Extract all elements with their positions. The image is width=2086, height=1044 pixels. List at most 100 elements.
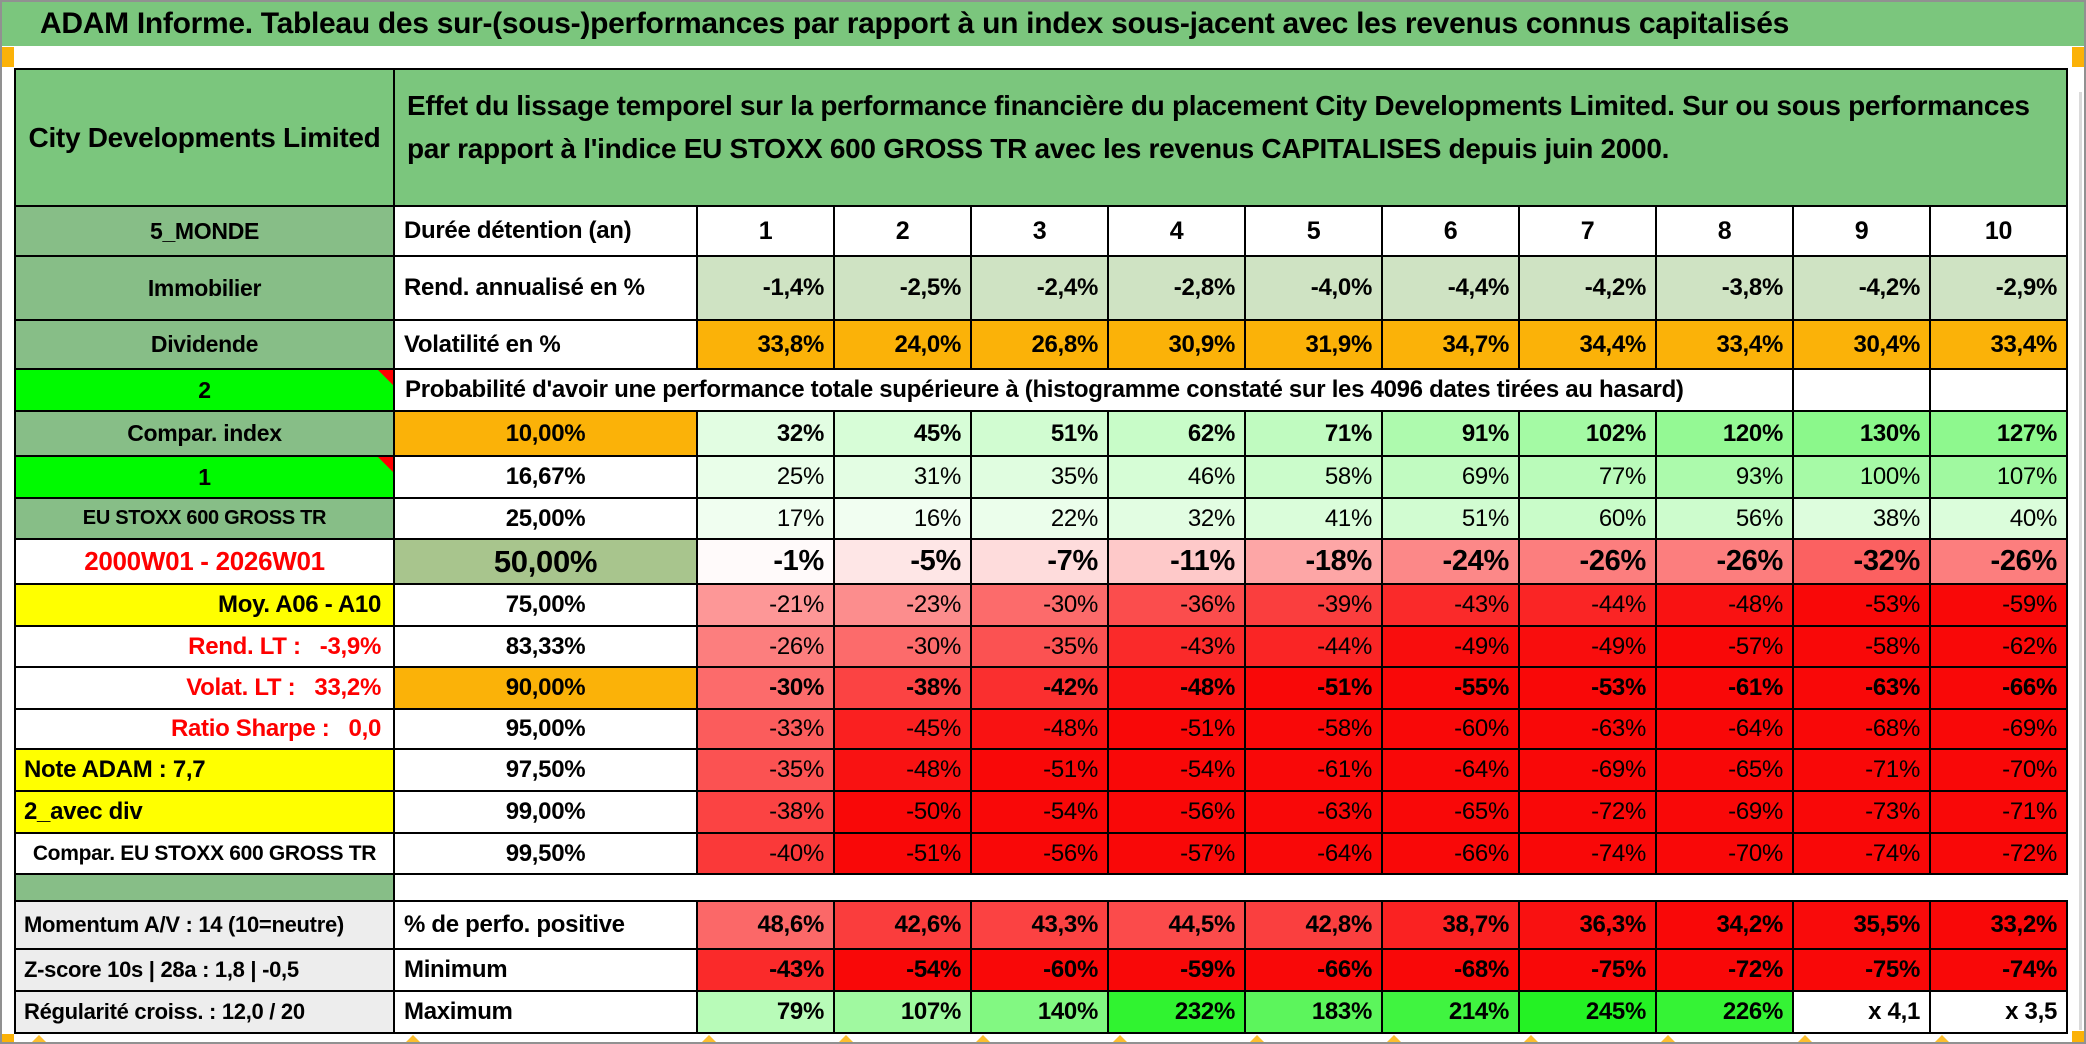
cell-p995-y4[interactable]: -57% <box>1109 834 1246 875</box>
cell-p50-y6[interactable]: -24% <box>1383 540 1520 585</box>
cell-p83-y10[interactable]: -62% <box>1931 627 2068 668</box>
cell-maximum-y4[interactable]: 232% <box>1109 992 1246 1034</box>
cell-p90-y8[interactable]: -61% <box>1657 668 1794 710</box>
cell-p975-y5[interactable]: -61% <box>1246 750 1383 792</box>
row-sublabel-duration[interactable]: Durée détention (an) <box>395 207 698 257</box>
cell-p10-y10[interactable]: 127% <box>1931 412 2068 457</box>
cell-rend-y3[interactable]: -2,4% <box>972 257 1109 321</box>
cell-maximum-y10[interactable]: x 3,5 <box>1931 992 2068 1034</box>
cell-p50-y7[interactable]: -26% <box>1520 540 1657 585</box>
cell-p995-y6[interactable]: -66% <box>1383 834 1520 875</box>
cell-p95-y5[interactable]: -58% <box>1246 710 1383 750</box>
cell-probabilite-empty-y9[interactable] <box>1794 370 1931 412</box>
cell-p95-y2[interactable]: -45% <box>835 710 972 750</box>
cell-volatilite-y1[interactable]: 33,8% <box>698 321 835 370</box>
cell-maximum-y1[interactable]: 79% <box>698 992 835 1034</box>
row-sublabel-volatilite[interactable]: Volatilité en % <box>395 321 698 370</box>
cell-volatilite-y8[interactable]: 33,4% <box>1657 321 1794 370</box>
percentile-p25[interactable]: 25,00% <box>395 499 698 540</box>
row-label-p25[interactable]: EU STOXX 600 GROSS TR <box>16 499 395 540</box>
cell-p50-y4[interactable]: -11% <box>1109 540 1246 585</box>
row-label-p50[interactable]: 2000W01 - 2026W01 <box>16 540 395 585</box>
cell-perfo-y4[interactable]: 44,5% <box>1109 902 1246 950</box>
cell-p975-y2[interactable]: -48% <box>835 750 972 792</box>
cell-p90-y1[interactable]: -30% <box>698 668 835 710</box>
row-label-perfo[interactable]: Momentum A/V : 14 (10=neutre) <box>16 902 395 950</box>
cell-p90-y3[interactable]: -42% <box>972 668 1109 710</box>
cell-perfo-y7[interactable]: 36,3% <box>1520 902 1657 950</box>
cell-rend-y8[interactable]: -3,8% <box>1657 257 1794 321</box>
cell-volatilite-y3[interactable]: 26,8% <box>972 321 1109 370</box>
column-header-7[interactable]: 7 <box>1520 207 1657 257</box>
cell-p16-y4[interactable]: 46% <box>1109 457 1246 499</box>
cell-probabilite-empty-y10[interactable] <box>1931 370 2068 412</box>
cell-p90-y7[interactable]: -53% <box>1520 668 1657 710</box>
cell-p10-y5[interactable]: 71% <box>1246 412 1383 457</box>
cell-p25-y2[interactable]: 16% <box>835 499 972 540</box>
cell-p995-y1[interactable]: -40% <box>698 834 835 875</box>
cell-minimum-y4[interactable]: -59% <box>1109 950 1246 992</box>
cell-perfo-y10[interactable]: 33,2% <box>1931 902 2068 950</box>
cell-perfo-y6[interactable]: 38,7% <box>1383 902 1520 950</box>
cell-p16-y5[interactable]: 58% <box>1246 457 1383 499</box>
cell-p75-y9[interactable]: -53% <box>1794 585 1931 627</box>
cell-p50-y3[interactable]: -7% <box>972 540 1109 585</box>
cell-p50-y8[interactable]: -26% <box>1657 540 1794 585</box>
cell-p99-y10[interactable]: -71% <box>1931 792 2068 834</box>
cell-p25-y7[interactable]: 60% <box>1520 499 1657 540</box>
cell-p95-y9[interactable]: -68% <box>1794 710 1931 750</box>
cell-p75-y10[interactable]: -59% <box>1931 585 2068 627</box>
percentile-p10[interactable]: 10,00% <box>395 412 698 457</box>
cell-maximum-y7[interactable]: 245% <box>1520 992 1657 1034</box>
column-header-1[interactable]: 1 <box>698 207 835 257</box>
cell-minimum-y5[interactable]: -66% <box>1246 950 1383 992</box>
cell-p995-y9[interactable]: -74% <box>1794 834 1931 875</box>
row-label-duration[interactable]: 5_MONDE <box>16 207 395 257</box>
cell-p83-y8[interactable]: -57% <box>1657 627 1794 668</box>
cell-maximum-y2[interactable]: 107% <box>835 992 972 1034</box>
row-label-p75[interactable]: Moy. A06 - A10 <box>16 585 395 627</box>
cell-p95-y6[interactable]: -60% <box>1383 710 1520 750</box>
cell-p83-y3[interactable]: -35% <box>972 627 1109 668</box>
cell-rend-y9[interactable]: -4,2% <box>1794 257 1931 321</box>
cell-p75-y1[interactable]: -21% <box>698 585 835 627</box>
cell-p99-y1[interactable]: -38% <box>698 792 835 834</box>
cell-p83-y6[interactable]: -49% <box>1383 627 1520 668</box>
row-sublabel-minimum[interactable]: Minimum <box>395 950 698 992</box>
cell-perfo-y5[interactable]: 42,8% <box>1246 902 1383 950</box>
cell-perfo-y9[interactable]: 35,5% <box>1794 902 1931 950</box>
cell-maximum-y6[interactable]: 214% <box>1383 992 1520 1034</box>
percentile-p975[interactable]: 97,50% <box>395 750 698 792</box>
column-header-6[interactable]: 6 <box>1383 207 1520 257</box>
column-header-8[interactable]: 8 <box>1657 207 1794 257</box>
row-label-maximum[interactable]: Régularité croiss. : 12,0 / 20 <box>16 992 395 1034</box>
cell-p975-y6[interactable]: -64% <box>1383 750 1520 792</box>
row-label-p90[interactable]: Volat. LT : 33,2% <box>16 668 395 710</box>
cell-p83-y7[interactable]: -49% <box>1520 627 1657 668</box>
header-description-cell[interactable]: Effet du lissage temporel sur la perform… <box>395 70 2068 207</box>
cell-p95-y1[interactable]: -33% <box>698 710 835 750</box>
cell-minimum-y3[interactable]: -60% <box>972 950 1109 992</box>
cell-p16-y6[interactable]: 69% <box>1383 457 1520 499</box>
cell-p90-y2[interactable]: -38% <box>835 668 972 710</box>
cell-p16-y2[interactable]: 31% <box>835 457 972 499</box>
cell-p995-y7[interactable]: -74% <box>1520 834 1657 875</box>
cell-rend-y6[interactable]: -4,4% <box>1383 257 1520 321</box>
cell-volatilite-y10[interactable]: 33,4% <box>1931 321 2068 370</box>
cell-p95-y3[interactable]: -48% <box>972 710 1109 750</box>
cell-maximum-y9[interactable]: x 4,1 <box>1794 992 1931 1034</box>
percentile-p90[interactable]: 90,00% <box>395 668 698 710</box>
cell-p25-y8[interactable]: 56% <box>1657 499 1794 540</box>
cell-p83-y2[interactable]: -30% <box>835 627 972 668</box>
column-header-4[interactable]: 4 <box>1109 207 1246 257</box>
cell-p25-y9[interactable]: 38% <box>1794 499 1931 540</box>
cell-p975-y3[interactable]: -51% <box>972 750 1109 792</box>
cell-p995-y10[interactable]: -72% <box>1931 834 2068 875</box>
cell-p10-y6[interactable]: 91% <box>1383 412 1520 457</box>
row-label-p99[interactable]: 2_avec div <box>16 792 395 834</box>
cell-minimum-y2[interactable]: -54% <box>835 950 972 992</box>
cell-p90-y4[interactable]: -48% <box>1109 668 1246 710</box>
cell-volatilite-y9[interactable]: 30,4% <box>1794 321 1931 370</box>
cell-p16-y7[interactable]: 77% <box>1520 457 1657 499</box>
cell-perfo-y8[interactable]: 34,2% <box>1657 902 1794 950</box>
